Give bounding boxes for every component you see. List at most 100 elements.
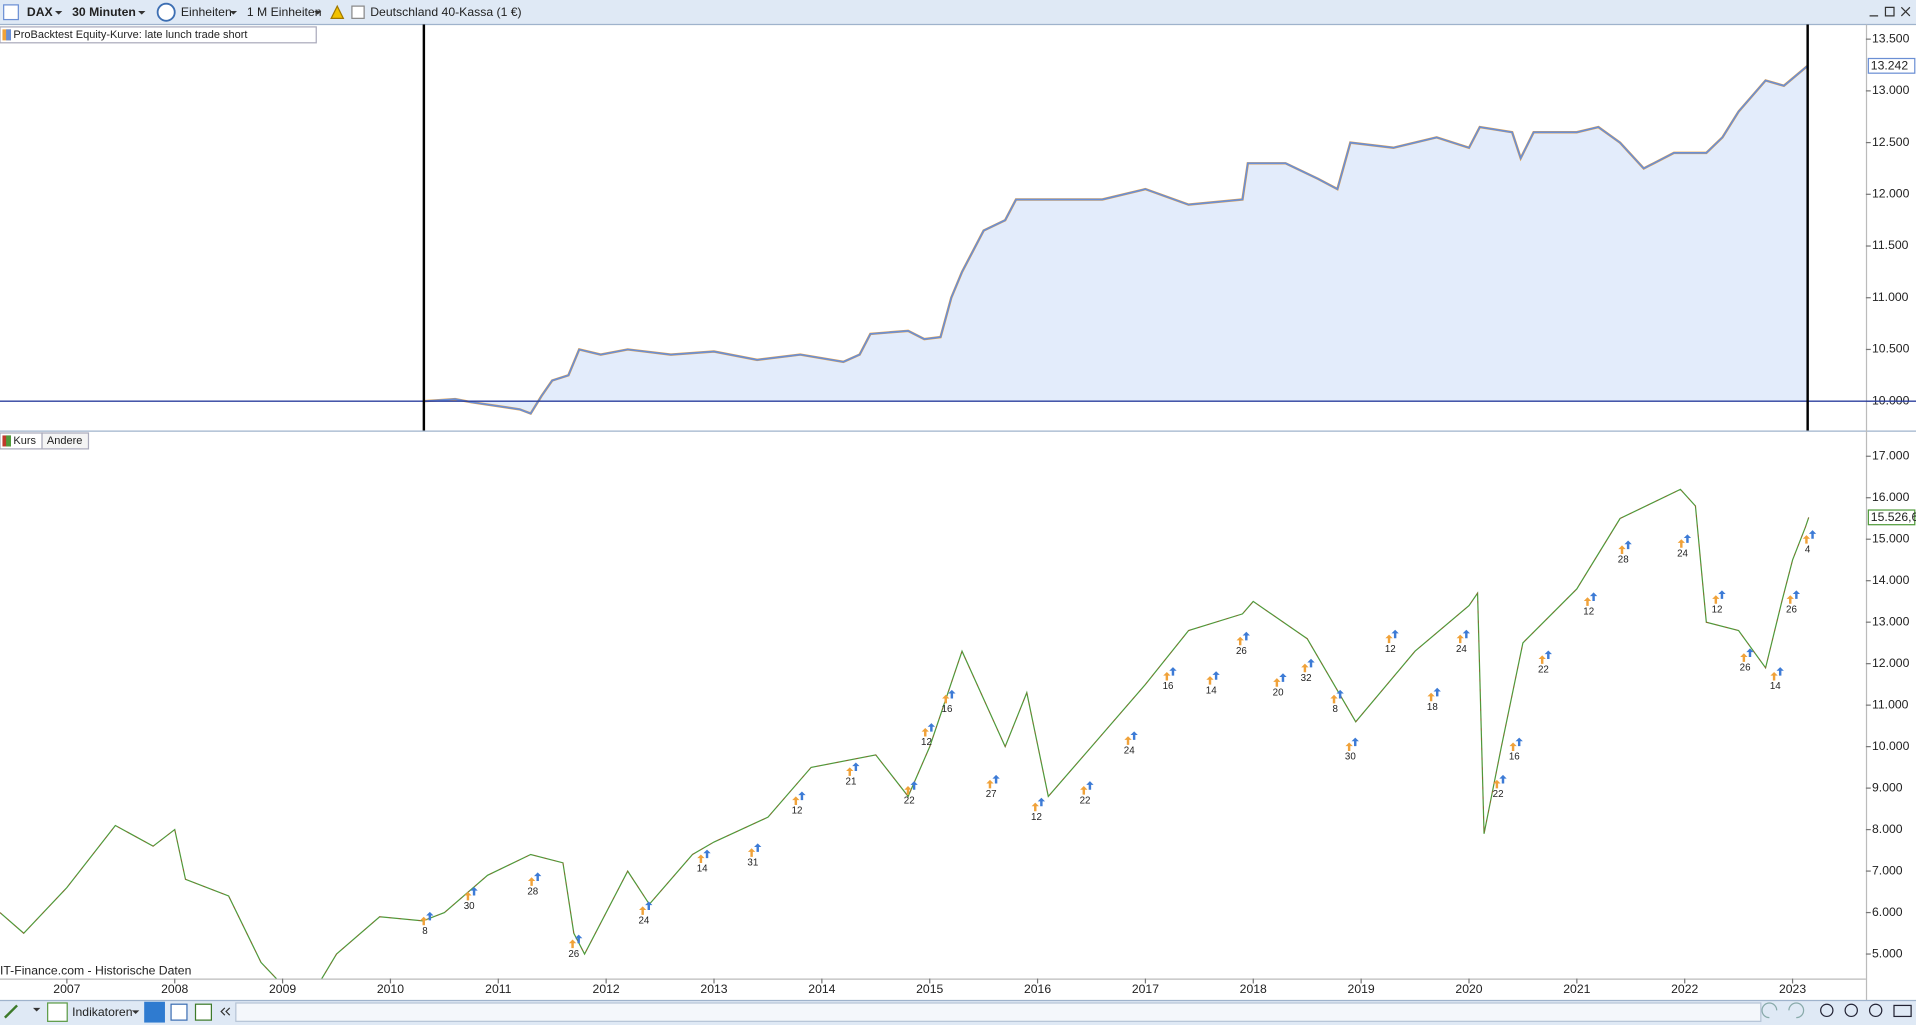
y-tick-label: 12.000: [1872, 656, 1910, 670]
trade-marker: 8: [420, 911, 434, 937]
trade-arrow: [986, 779, 994, 789]
trade-arrow: [1509, 742, 1517, 752]
x-tick-label: 2019: [1348, 982, 1375, 996]
window-button[interactable]: [170, 1003, 188, 1021]
x-tick-label: 2018: [1240, 982, 1267, 996]
trade-label: 24: [1677, 548, 1688, 559]
trade-marker: 30: [464, 886, 478, 912]
trade-arrow-exit: [754, 843, 762, 852]
trade-arrow: [1802, 535, 1811, 544]
trade-marker: 16: [1163, 667, 1177, 692]
trade-marker: 22: [1493, 774, 1507, 800]
clock-icon[interactable]: [156, 2, 176, 22]
trade-label: 14: [697, 864, 708, 875]
x-tick-label: 2014: [808, 982, 835, 996]
info-icon[interactable]: [351, 5, 365, 19]
trade-arrow-exit: [1086, 781, 1094, 790]
y-tick-label: 12.000: [1872, 187, 1910, 201]
trade-arrow: [1273, 678, 1281, 687]
tab-box[interactable]: [41, 432, 90, 450]
x-tick-label: 2017: [1132, 982, 1159, 996]
draw-tool[interactable]: [4, 1004, 18, 1019]
y-tick-label: 8.000: [1872, 822, 1903, 836]
warning-icon[interactable]: [330, 4, 345, 19]
trade-arrow-exit: [1037, 797, 1046, 807]
trade-marker: 14: [1206, 671, 1220, 696]
trade-arrow: [904, 786, 912, 795]
trade-marker: 14: [1770, 667, 1784, 692]
trade-label: 12: [1385, 644, 1396, 655]
y-tick-label: 13.000: [1872, 83, 1910, 97]
screenshot-button[interactable]: [194, 1003, 213, 1021]
trade-marker: 12: [1031, 797, 1046, 823]
units[interactable]: Einheiten: [181, 5, 232, 19]
trade-arrow-exit: [1242, 631, 1250, 641]
trade-arrow-exit: [1544, 650, 1552, 660]
y-tick-label: 12.500: [1872, 135, 1910, 149]
dropdown-arrow[interactable]: [229, 11, 238, 15]
trade-arrow-exit: [927, 723, 936, 732]
fit-button[interactable]: [1893, 1004, 1912, 1018]
collapse-button[interactable]: [220, 1007, 231, 1016]
trade-label: 26: [1740, 663, 1751, 674]
trade-label: 18: [1427, 702, 1438, 713]
trade-label: 30: [1345, 752, 1356, 763]
tab-label: Andere: [47, 435, 82, 447]
x-tick-label: 2016: [1024, 982, 1051, 996]
timeframe[interactable]: 30 Minuten: [72, 5, 136, 19]
trade-arrow: [1124, 736, 1132, 745]
indicators-button[interactable]: Indikatoren: [72, 1005, 132, 1019]
dropdown-arrow[interactable]: [314, 11, 322, 15]
trade-arrow-exit: [534, 872, 542, 881]
trade-label: 26: [568, 949, 579, 960]
y-tick-label: 10.000: [1872, 393, 1910, 407]
units-count[interactable]: 1 M Einheiten: [247, 5, 322, 19]
trade-label: 27: [986, 789, 997, 800]
scrollbar[interactable]: [235, 1002, 1762, 1022]
window-controls[interactable]: [1869, 6, 1911, 17]
x-tick-label: 2011: [485, 982, 511, 996]
trade-arrow-exit: [948, 689, 956, 699]
trade-label: 31: [747, 858, 758, 869]
chart-icon[interactable]: [3, 4, 19, 21]
trade-arrow-exit: [1718, 590, 1726, 599]
trade-arrow: [464, 891, 472, 901]
zoom-in-button[interactable]: [1868, 1003, 1883, 1018]
zoom-button[interactable]: [1820, 1003, 1834, 1018]
trade-arrow-exit: [1433, 687, 1441, 697]
dropdown-arrow[interactable]: [32, 1007, 41, 1012]
trade-label: 16: [942, 704, 953, 715]
trade-arrow: [697, 854, 705, 864]
undo-redo[interactable]: [1761, 1002, 1805, 1019]
zoom-out-button[interactable]: [1844, 1003, 1858, 1018]
share-button[interactable]: [144, 1001, 165, 1023]
trade-marker: 26: [568, 934, 583, 960]
trade-label: 8: [422, 926, 427, 937]
trade-marker: 26: [1236, 631, 1250, 657]
trade-arrow-exit: [470, 886, 478, 896]
trade-label: 14: [1770, 681, 1781, 692]
plot-area: [423, 64, 1809, 416]
trade-label: 32: [1301, 673, 1312, 684]
trade-marker: 28: [1618, 540, 1632, 566]
trade-label: 22: [1493, 789, 1504, 800]
trade-arrow-exit: [1391, 629, 1399, 639]
trade-label: 24: [1124, 746, 1135, 757]
dropdown-arrow[interactable]: [54, 11, 63, 15]
x-tick-label: 2010: [377, 982, 404, 996]
trade-label: 21: [846, 777, 857, 788]
indicators-icon[interactable]: [47, 1002, 68, 1022]
trade-marker: 22: [904, 781, 918, 806]
trade-arrow-exit: [1776, 667, 1784, 676]
symbol[interactable]: DAX: [27, 5, 54, 19]
trade-arrow: [792, 796, 800, 805]
trade-label: 22: [904, 795, 915, 806]
trade-arrow-exit: [1169, 667, 1177, 676]
dropdown-arrow[interactable]: [138, 11, 146, 15]
legend-swatch: [6, 435, 11, 447]
dropdown-arrow[interactable]: [131, 1010, 140, 1014]
trade-arrow: [1427, 692, 1435, 702]
y-tick-label: 5.000: [1872, 946, 1903, 960]
trade-marker: 27: [986, 774, 1000, 800]
trade-label: 24: [638, 916, 649, 927]
